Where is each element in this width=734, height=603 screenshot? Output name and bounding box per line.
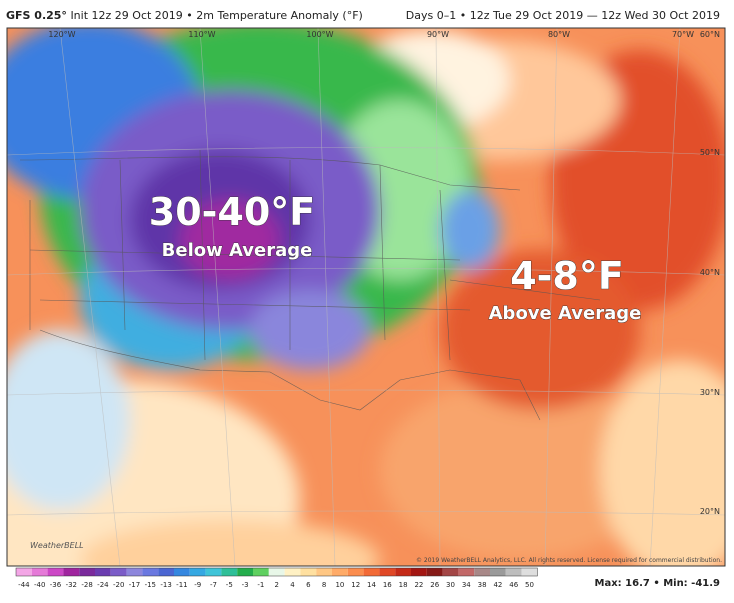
colorbar-swatch	[411, 568, 427, 576]
colorbar-swatch	[395, 568, 411, 576]
colorbar-label: -1	[257, 581, 264, 589]
colorbar-label: -36	[50, 581, 62, 589]
colorbar-label: -15	[145, 581, 156, 589]
map-frame	[6, 27, 726, 567]
longitude-label: 120°W	[48, 30, 75, 39]
latitude-label: 50°N	[700, 148, 720, 157]
colorbar-swatch	[505, 568, 522, 576]
colorbar-label: 4	[290, 581, 295, 589]
colorbar-label: 12	[351, 581, 360, 589]
colorbar-label: 34	[462, 581, 471, 589]
longitude-label: 70°W	[672, 30, 694, 39]
colorbar-swatch	[474, 568, 490, 576]
colorbar-swatch	[521, 568, 538, 576]
latitude-label: 60°N	[700, 30, 720, 39]
colorbar-label: 26	[430, 581, 439, 589]
colorbar-label: -11	[176, 581, 187, 589]
colorbar-swatch	[221, 568, 238, 576]
colorbar-swatch	[47, 568, 64, 576]
colorbar-label: -24	[97, 581, 109, 589]
logo: WeatherBELL	[30, 541, 84, 550]
colorbar-label: 38	[478, 581, 487, 589]
colorbar-label: -7	[210, 581, 217, 589]
colorbar-label: 30	[446, 581, 455, 589]
latitude-label: 40°N	[700, 268, 720, 277]
longitude-label: 110°W	[188, 30, 215, 39]
graticule	[7, 28, 725, 566]
colorbar-label: -20	[113, 581, 124, 589]
colorbar-label: 46	[509, 581, 518, 589]
colorbar-swatch	[142, 568, 159, 576]
max-min: Max: 16.7 • Min: -41.9	[595, 578, 721, 589]
colorbar-frame	[15, 567, 538, 577]
colorbar-label: -44	[18, 581, 30, 589]
latitude-label: 20°N	[700, 507, 720, 516]
colorbar-label: -5	[226, 581, 233, 589]
colorbar-label: -13	[160, 581, 171, 589]
colorbar-swatch	[79, 568, 95, 576]
colorbar-swatch	[16, 568, 32, 576]
valid-info: Days 0–1 • 12z Tue 29 Oct 2019 — 12z Wed…	[405, 9, 720, 22]
colorbar-label: 14	[367, 581, 376, 589]
colorbar-swatch	[205, 568, 222, 576]
colorbar-label: 50	[525, 581, 534, 589]
colorbar-swatch	[158, 568, 174, 576]
colorbar-label: 42	[493, 581, 502, 589]
colorbar-label: -40	[34, 581, 45, 589]
anomaly-field	[7, 28, 725, 566]
colorbar-label: -17	[129, 581, 140, 589]
annotation-headline: 4-8°F	[510, 254, 624, 298]
colorbar-swatch	[63, 568, 80, 576]
colorbar-label: 10	[335, 581, 344, 589]
colorbar-label: 22	[414, 581, 423, 589]
colorbar-label: 18	[399, 581, 408, 589]
colorbar-swatch	[316, 568, 332, 576]
boundaries	[19, 149, 601, 421]
longitude-label: 80°W	[548, 30, 570, 39]
longitude-label: 90°W	[427, 30, 449, 39]
colorbar-swatch	[126, 568, 143, 576]
header-left: GFS 0.25° Init 12z 29 Oct 2019 • 2m Temp…	[6, 9, 363, 22]
colorbar-swatch	[284, 568, 301, 576]
colorbar-swatch	[426, 568, 443, 576]
copyright: © 2019 WeatherBELL Analytics, LLC. All r…	[416, 557, 722, 564]
colorbar-swatch	[379, 568, 396, 576]
colorbar-swatch	[458, 568, 475, 576]
annotation-headline: 30-40°F	[149, 190, 316, 234]
colorbar-label: -3	[242, 581, 249, 589]
colorbar-swatch	[253, 568, 269, 576]
longitude-label: 100°W	[306, 30, 333, 39]
colorbar-swatch	[268, 568, 285, 576]
colorbar-swatch	[442, 568, 459, 576]
colorbar-swatch	[189, 568, 206, 576]
latitude-label: 30°N	[700, 388, 720, 397]
colorbar-swatch	[110, 568, 127, 576]
colorbar-swatch	[490, 568, 506, 576]
colorbar-label: -32	[66, 581, 77, 589]
colorbar-swatch	[174, 568, 190, 576]
colorbar-swatch	[347, 568, 364, 576]
colorbar-label: 16	[383, 581, 392, 589]
colorbar-label: 6	[306, 581, 311, 589]
colorbar-swatch	[363, 568, 380, 576]
annotation-text: Above Average	[489, 303, 642, 324]
colorbar-label: 8	[322, 581, 326, 589]
run-info: Init 12z 29 Oct 2019 • 2m Temperature An…	[70, 9, 363, 22]
colorbar-swatch	[300, 568, 317, 576]
colorbar-swatch	[31, 568, 48, 576]
annotation-text: Below Average	[162, 240, 313, 261]
colorbar-label: -9	[194, 581, 201, 589]
colorbar-label: -28	[81, 581, 92, 589]
colorbar-swatch	[237, 568, 253, 576]
colorbar-swatch	[95, 568, 111, 576]
colorbar-swatch	[332, 568, 348, 576]
model: GFS 0.25°	[6, 9, 67, 22]
colorbar-label: 2	[274, 581, 278, 589]
